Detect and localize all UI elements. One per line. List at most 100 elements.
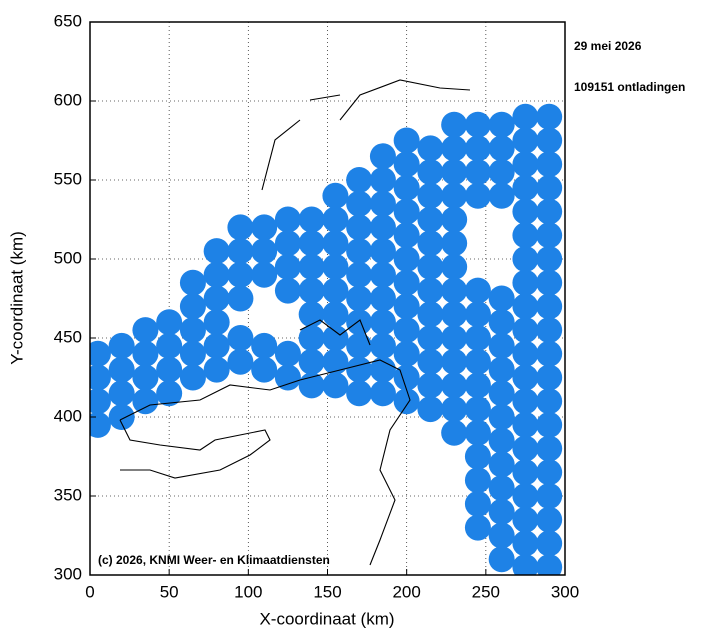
discharge-point [488,498,515,525]
discharge-point [369,214,396,241]
discharge-point [203,356,230,383]
x-tick-label: 100 [234,582,262,601]
discharge-point [393,246,420,272]
discharge-point [441,348,468,375]
discharge-point [536,554,563,575]
y-tick-label: 300 [54,564,82,583]
discharge-point [346,356,373,383]
discharge-point [227,348,254,375]
discharge-point [464,419,491,446]
discharge-point [488,309,515,336]
discharge-point [156,332,183,359]
discharge-point [346,285,373,312]
discharge-point [417,277,444,304]
discharge-point [156,356,183,383]
x-tick-label: 300 [551,582,579,601]
discharge-point [512,103,539,130]
discharge-point [536,317,563,344]
coastline [119,79,471,566]
discharge-point [203,309,230,336]
discharge-point [441,182,468,209]
points [90,103,563,575]
discharge-point [464,396,491,423]
y-axis-label: Y-coordinaat (km) [7,231,26,365]
discharge-point [369,285,396,312]
discharge-point [464,111,491,138]
discharge-point [441,325,468,351]
discharge-point [274,277,301,304]
discharge-point [251,332,278,359]
discharge-point [274,253,301,280]
discharge-point [346,309,373,336]
discharge-point [488,111,515,138]
discharge-point [441,419,468,446]
discharge-point [464,159,491,186]
discharge-point [464,182,491,209]
discharge-point [346,332,373,359]
discharge-point [322,182,349,209]
discharge-point [536,506,563,533]
discharge-point [417,206,444,233]
discharge-point [369,238,396,265]
discharge-point [369,380,396,407]
discharge-point [512,411,539,438]
discharge-point [417,135,444,162]
discharge-point [536,198,563,225]
discharge-point [512,483,539,509]
discharge-point [488,285,515,312]
discharge-point [536,174,563,201]
discharge-point [512,127,539,154]
discharge-point [536,293,563,320]
discharge-point [298,206,325,233]
y-tick-label: 550 [54,169,82,188]
discharge-point [393,127,420,154]
discharge-point [512,293,539,320]
discharge-point [346,261,373,288]
discharge-point [464,514,491,541]
discharge-point [441,301,468,328]
y-tick-label: 650 [54,11,82,30]
discharge-point [464,135,491,162]
count-label: 109151 ontladingen [574,80,685,94]
discharge-point [441,111,468,138]
discharge-point [227,238,254,265]
discharge-point [393,222,420,249]
discharge-point [393,340,420,367]
discharge-point [417,182,444,209]
discharge-point [417,325,444,351]
discharge-point [227,261,254,288]
discharge-point [536,364,563,391]
discharge-point [369,167,396,193]
discharge-point [441,206,468,233]
discharge-point [512,198,539,225]
discharge-point [227,285,254,312]
discharge-point [274,230,301,257]
x-tick-label: 200 [392,582,420,601]
discharge-point [298,277,325,304]
discharge-point [274,364,301,391]
discharge-point [488,475,515,502]
discharge-point [417,396,444,423]
discharge-point [322,348,349,375]
discharge-point [203,285,230,312]
discharge-point [512,506,539,533]
discharge-point [108,380,135,407]
discharge-point [179,340,206,367]
discharge-point [108,404,135,430]
discharge-point [179,269,206,296]
discharge-point [512,222,539,249]
discharge-point [369,309,396,336]
y-tick-label: 600 [54,90,82,109]
y-tick-label: 500 [54,248,82,267]
x-axis-label: X-coordinaat (km) [259,609,394,628]
discharge-point [536,388,563,415]
discharge-point [298,230,325,257]
discharge-point [417,348,444,375]
discharge-point [156,380,183,407]
discharge-point [512,151,539,178]
discharge-point [464,467,491,494]
discharge-point [488,356,515,383]
y-tick-label: 400 [54,406,82,425]
discharge-point [369,190,396,217]
discharge-point [512,340,539,367]
